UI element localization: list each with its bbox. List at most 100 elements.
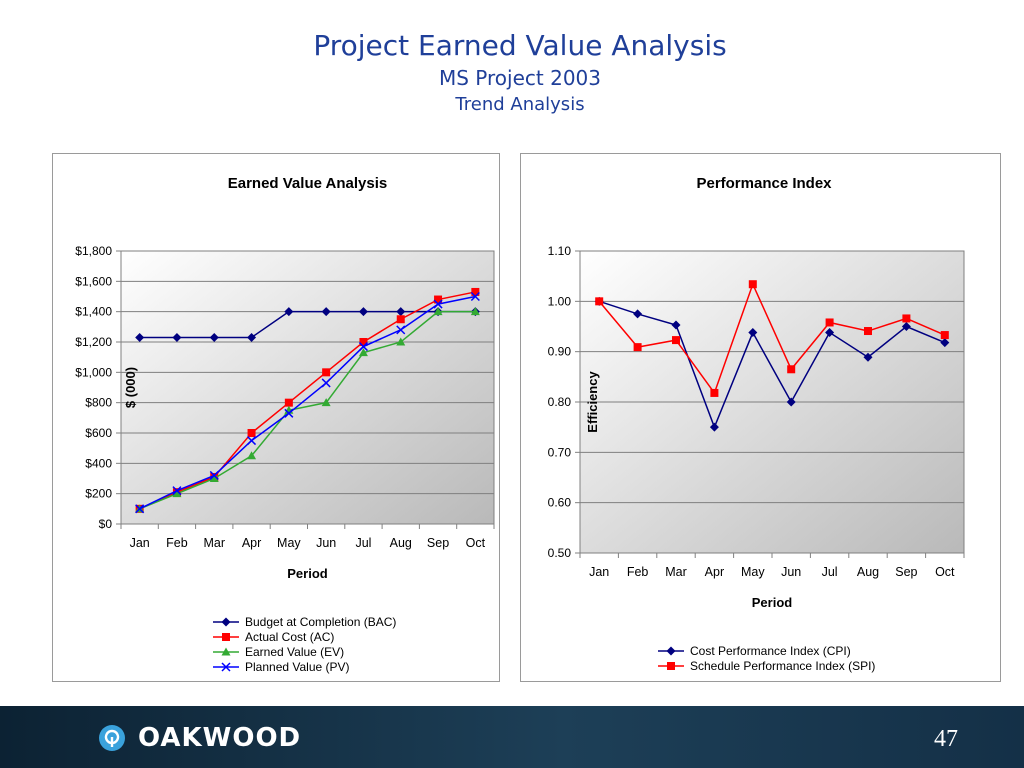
- y-tick-label: $0: [99, 517, 113, 531]
- data-point: [710, 388, 719, 397]
- slide-subtitle: MS Project 2003: [439, 66, 601, 90]
- data-point: [825, 318, 834, 327]
- legend-label: Actual Cost (AC): [245, 630, 334, 644]
- legend-marker: [221, 617, 231, 627]
- y-tick-label: 0.80: [548, 395, 572, 409]
- series-group: [135, 291, 480, 514]
- x-axis-title: Period: [287, 566, 328, 581]
- data-point: [595, 297, 604, 306]
- data-point: [940, 331, 949, 340]
- data-point: [321, 307, 331, 317]
- data-point: [671, 320, 681, 330]
- y-tick-label: 1.00: [548, 294, 572, 308]
- legend-label: Cost Performance Index (CPI): [690, 644, 851, 658]
- data-point: [434, 295, 443, 304]
- legend-label: Earned Value (EV): [245, 645, 344, 659]
- data-point: [748, 280, 757, 289]
- data-point: [863, 352, 873, 362]
- data-point: [321, 378, 331, 388]
- data-point: [396, 337, 406, 346]
- series-line: [598, 282, 946, 395]
- page-number: 47: [934, 726, 958, 752]
- y-tick-label: $1,800: [75, 244, 112, 258]
- legend-label: Schedule Performance Index (SPI): [690, 659, 875, 673]
- slide-title: Project Earned Value Analysis: [313, 29, 727, 62]
- data-point: [284, 307, 294, 317]
- data-point: [825, 328, 835, 338]
- y-tick-label: $600: [85, 426, 112, 440]
- legend-marker: [221, 647, 231, 656]
- series-line: [139, 310, 476, 510]
- data-point: [172, 486, 182, 496]
- chart-title: Performance Index: [696, 175, 832, 192]
- data-point: [358, 348, 368, 357]
- legend-marker: [667, 662, 675, 670]
- series-line: [139, 295, 476, 510]
- legend-marker: [221, 662, 231, 672]
- data-point: [787, 365, 796, 374]
- y-tick-label: $1,400: [75, 305, 112, 319]
- oakwood-logo-icon: [99, 725, 125, 751]
- y-tick-label: 0.60: [548, 496, 572, 510]
- data-point: [135, 504, 145, 514]
- data-point: [902, 314, 911, 323]
- brand-name: OAKWOOD: [138, 723, 302, 753]
- performance-index-chart: Performance Index 0.50 0.60 0.70 0.80 0.90 1.0…: [520, 153, 1001, 682]
- data-point: [433, 299, 443, 309]
- legend-label: Budget at Completion (BAC): [245, 615, 396, 629]
- data-point: [786, 397, 796, 407]
- data-point: [172, 489, 182, 498]
- data-point: [396, 325, 406, 335]
- data-point: [748, 328, 758, 338]
- data-point: [209, 332, 219, 342]
- data-point: [940, 338, 950, 348]
- data-point: [901, 322, 911, 331]
- y-tick-label: 0.90: [548, 345, 572, 359]
- brand-logo: OAKWOOD: [98, 723, 301, 753]
- data-point: [358, 342, 368, 352]
- x-tick-label: Sep: [427, 536, 449, 550]
- data-point: [470, 291, 480, 302]
- data-point: [135, 332, 145, 342]
- data-point: [172, 332, 182, 342]
- data-point: [672, 336, 680, 345]
- x-tick-label: Jun: [781, 565, 801, 579]
- data-point: [247, 332, 257, 342]
- y-tick-label: $800: [85, 396, 112, 410]
- x-tick-label: Aug: [857, 565, 879, 579]
- y-tick-label: $1,600: [75, 274, 112, 288]
- earned-value-chart: Earned Value Analysis $0 $200 $400 $600 $800 $…: [52, 153, 500, 682]
- data-point: [247, 436, 257, 446]
- x-tick-label: Jul: [355, 536, 371, 550]
- earned-value-chart-svg: Earned Value Analysis $0 $200 $400 $600 $800 $…: [75, 175, 495, 674]
- x-tick-label: Mar: [203, 536, 225, 550]
- x-tick-label: May: [741, 565, 765, 579]
- slide-subsubtitle: Trend Analysis: [455, 94, 585, 115]
- footer-bar: OAKWOOD 47: [0, 706, 1024, 768]
- y-axis-title: $ (000): [123, 367, 138, 408]
- data-point: [209, 470, 219, 480]
- y-tick-label: 0.70: [548, 445, 572, 459]
- y-tick-label: 1.10: [548, 244, 572, 258]
- x-tick-label: Feb: [627, 565, 649, 579]
- data-point: [396, 307, 406, 317]
- data-point: [633, 343, 642, 352]
- series-group: [595, 280, 949, 397]
- y-tick-label: $1,200: [75, 335, 112, 349]
- data-point: [321, 398, 331, 407]
- x-tick-label: Oct: [466, 536, 486, 550]
- data-point: [709, 422, 719, 432]
- x-tick-label: Jun: [316, 536, 336, 550]
- slide-header: Project Earned Value Analysis MS Project…: [0, 28, 1024, 118]
- performance-index-chart-svg: Performance Index 0.50 0.60 0.70 0.80 0.90 1.0…: [548, 175, 965, 673]
- x-axis-title: Period: [752, 595, 793, 610]
- y-tick-label: 0.50: [548, 546, 572, 560]
- data-point: [209, 474, 219, 482]
- x-tick-label: Apr: [705, 565, 724, 579]
- series-line: [139, 310, 476, 339]
- y-axis-title: Efficiency: [585, 371, 600, 433]
- data-point: [358, 307, 368, 317]
- data-point: [284, 408, 294, 418]
- data-point: [322, 368, 331, 377]
- x-tick-label: Jan: [589, 565, 609, 579]
